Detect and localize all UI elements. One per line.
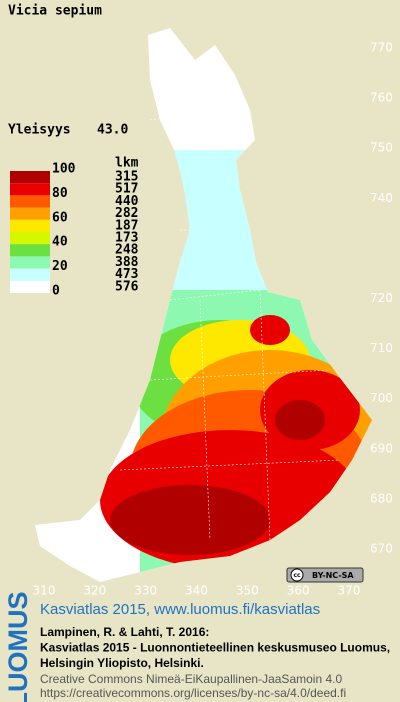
y-tick-label: 770: [370, 41, 393, 55]
x-tick-label: 330: [134, 584, 157, 598]
side-logo: LUOMUS: [3, 592, 33, 702]
legend-count: 173: [115, 231, 138, 246]
x-tick-label: 310: [33, 584, 56, 598]
legend-swatch: [10, 244, 50, 257]
citation-line: Kasviatlas 2015 - Luonnontieteellinen ke…: [40, 641, 390, 655]
citation-line: Lampinen, R. & Lahti, T. 2016:: [40, 625, 209, 639]
license-line: Creative Commons Nimeä-EiKaupallinen-Jaa…: [40, 672, 342, 686]
x-tick-label: 370: [338, 584, 361, 598]
frequency-label: Yleisyys: [8, 123, 71, 138]
y-tick-label: 670: [370, 542, 393, 556]
legend-swatch: [10, 183, 50, 196]
legend-scale-label: 60: [52, 210, 68, 225]
legend-swatch: [10, 195, 50, 208]
legend-swatch: [10, 256, 50, 269]
atlas-link[interactable]: Kasviatlas 2015, www.luomus.fi/kasviatla…: [40, 601, 320, 618]
x-tick-label: 350: [236, 584, 259, 598]
legend-count: 282: [115, 206, 138, 221]
y-tick-label: 680: [370, 491, 393, 505]
legend-swatch: [10, 171, 50, 184]
legend-swatch: [10, 232, 50, 245]
count-header: lkm: [115, 156, 139, 171]
legend-count: 248: [115, 243, 139, 258]
y-tick-label: 740: [370, 191, 393, 205]
x-tick-label: 360: [287, 584, 310, 598]
y-tick-label: 690: [370, 441, 393, 455]
legend-scale-label: 0: [52, 284, 60, 299]
legend-scale-label: 100: [52, 162, 76, 177]
region-borders: [119, 109, 341, 541]
citation-line: Helsingin Yliopisto, Helsinki.: [40, 656, 204, 670]
license-badge: cc BY-NC-SA: [286, 567, 364, 583]
legend-scale-label: 80: [52, 186, 68, 201]
legend-swatch: [10, 268, 50, 281]
y-tick-label: 710: [370, 341, 393, 355]
legend-count: 440: [115, 194, 139, 209]
legend-count: 315: [115, 170, 138, 185]
license-line: https://creativecommons.org/licenses/by-…: [40, 686, 346, 700]
legend-count: 473: [115, 267, 138, 282]
x-tick-label: 320: [83, 584, 106, 598]
y-tick-label: 760: [370, 91, 393, 105]
legend-swatch: [10, 219, 50, 232]
y-tick-label: 720: [370, 291, 393, 305]
legend-count: 388: [115, 255, 139, 270]
legend-scale-label: 20: [52, 259, 68, 274]
y-tick-label: 700: [370, 391, 393, 405]
legend-count: 187: [115, 218, 138, 233]
species-title: Vicia sepium: [8, 4, 102, 19]
frequency-value: 43.0: [97, 123, 128, 138]
x-tick-label: 340: [185, 584, 208, 598]
legend-count: 576: [115, 279, 139, 294]
legend-count: 517: [115, 182, 138, 197]
legend-swatch: [10, 280, 50, 293]
license-badge-text: BY-NC-SA: [312, 571, 354, 580]
y-tick-label: 750: [370, 141, 393, 155]
legend-swatch: [10, 207, 50, 220]
legend-scale-label: 40: [52, 235, 68, 250]
svg-text:cc: cc: [293, 572, 301, 579]
